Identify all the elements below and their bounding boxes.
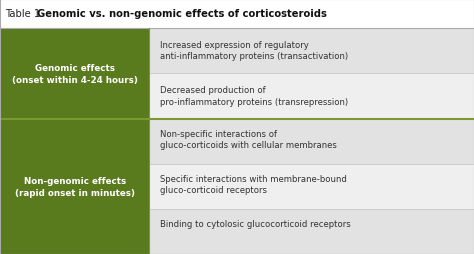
- FancyBboxPatch shape: [149, 119, 474, 164]
- FancyBboxPatch shape: [149, 29, 474, 74]
- Text: Genomic effects
(onset within 4-24 hours): Genomic effects (onset within 4-24 hours…: [12, 64, 137, 85]
- Text: Non-specific interactions of
gluco­corticoids with cellular membranes: Non-specific interactions of gluco­corti…: [160, 129, 337, 150]
- Text: Increased expression of regulatory
anti-inflammatory proteins (transactivation): Increased expression of regulatory anti-…: [160, 40, 348, 61]
- Text: Table 1:: Table 1:: [5, 9, 46, 19]
- FancyBboxPatch shape: [149, 74, 474, 119]
- FancyBboxPatch shape: [149, 209, 474, 254]
- Text: Decreased production of
pro-inflammatory proteins (transrepression): Decreased production of pro-inflammatory…: [160, 85, 348, 106]
- FancyBboxPatch shape: [0, 0, 474, 29]
- Text: Specific interactions with membrane-bound
gluco­corticoid receptors: Specific interactions with membrane-boun…: [160, 174, 346, 195]
- Text: Binding to cytolosic glucocorticoid receptors: Binding to cytolosic glucocorticoid rece…: [160, 219, 350, 228]
- Text: Non-genomic effects
(rapid onset in minutes): Non-genomic effects (rapid onset in minu…: [15, 176, 135, 197]
- FancyBboxPatch shape: [0, 119, 149, 254]
- Text: Genomic vs. non-genomic effects of corticosteroids: Genomic vs. non-genomic effects of corti…: [37, 9, 327, 19]
- FancyBboxPatch shape: [0, 29, 149, 119]
- FancyBboxPatch shape: [149, 164, 474, 209]
